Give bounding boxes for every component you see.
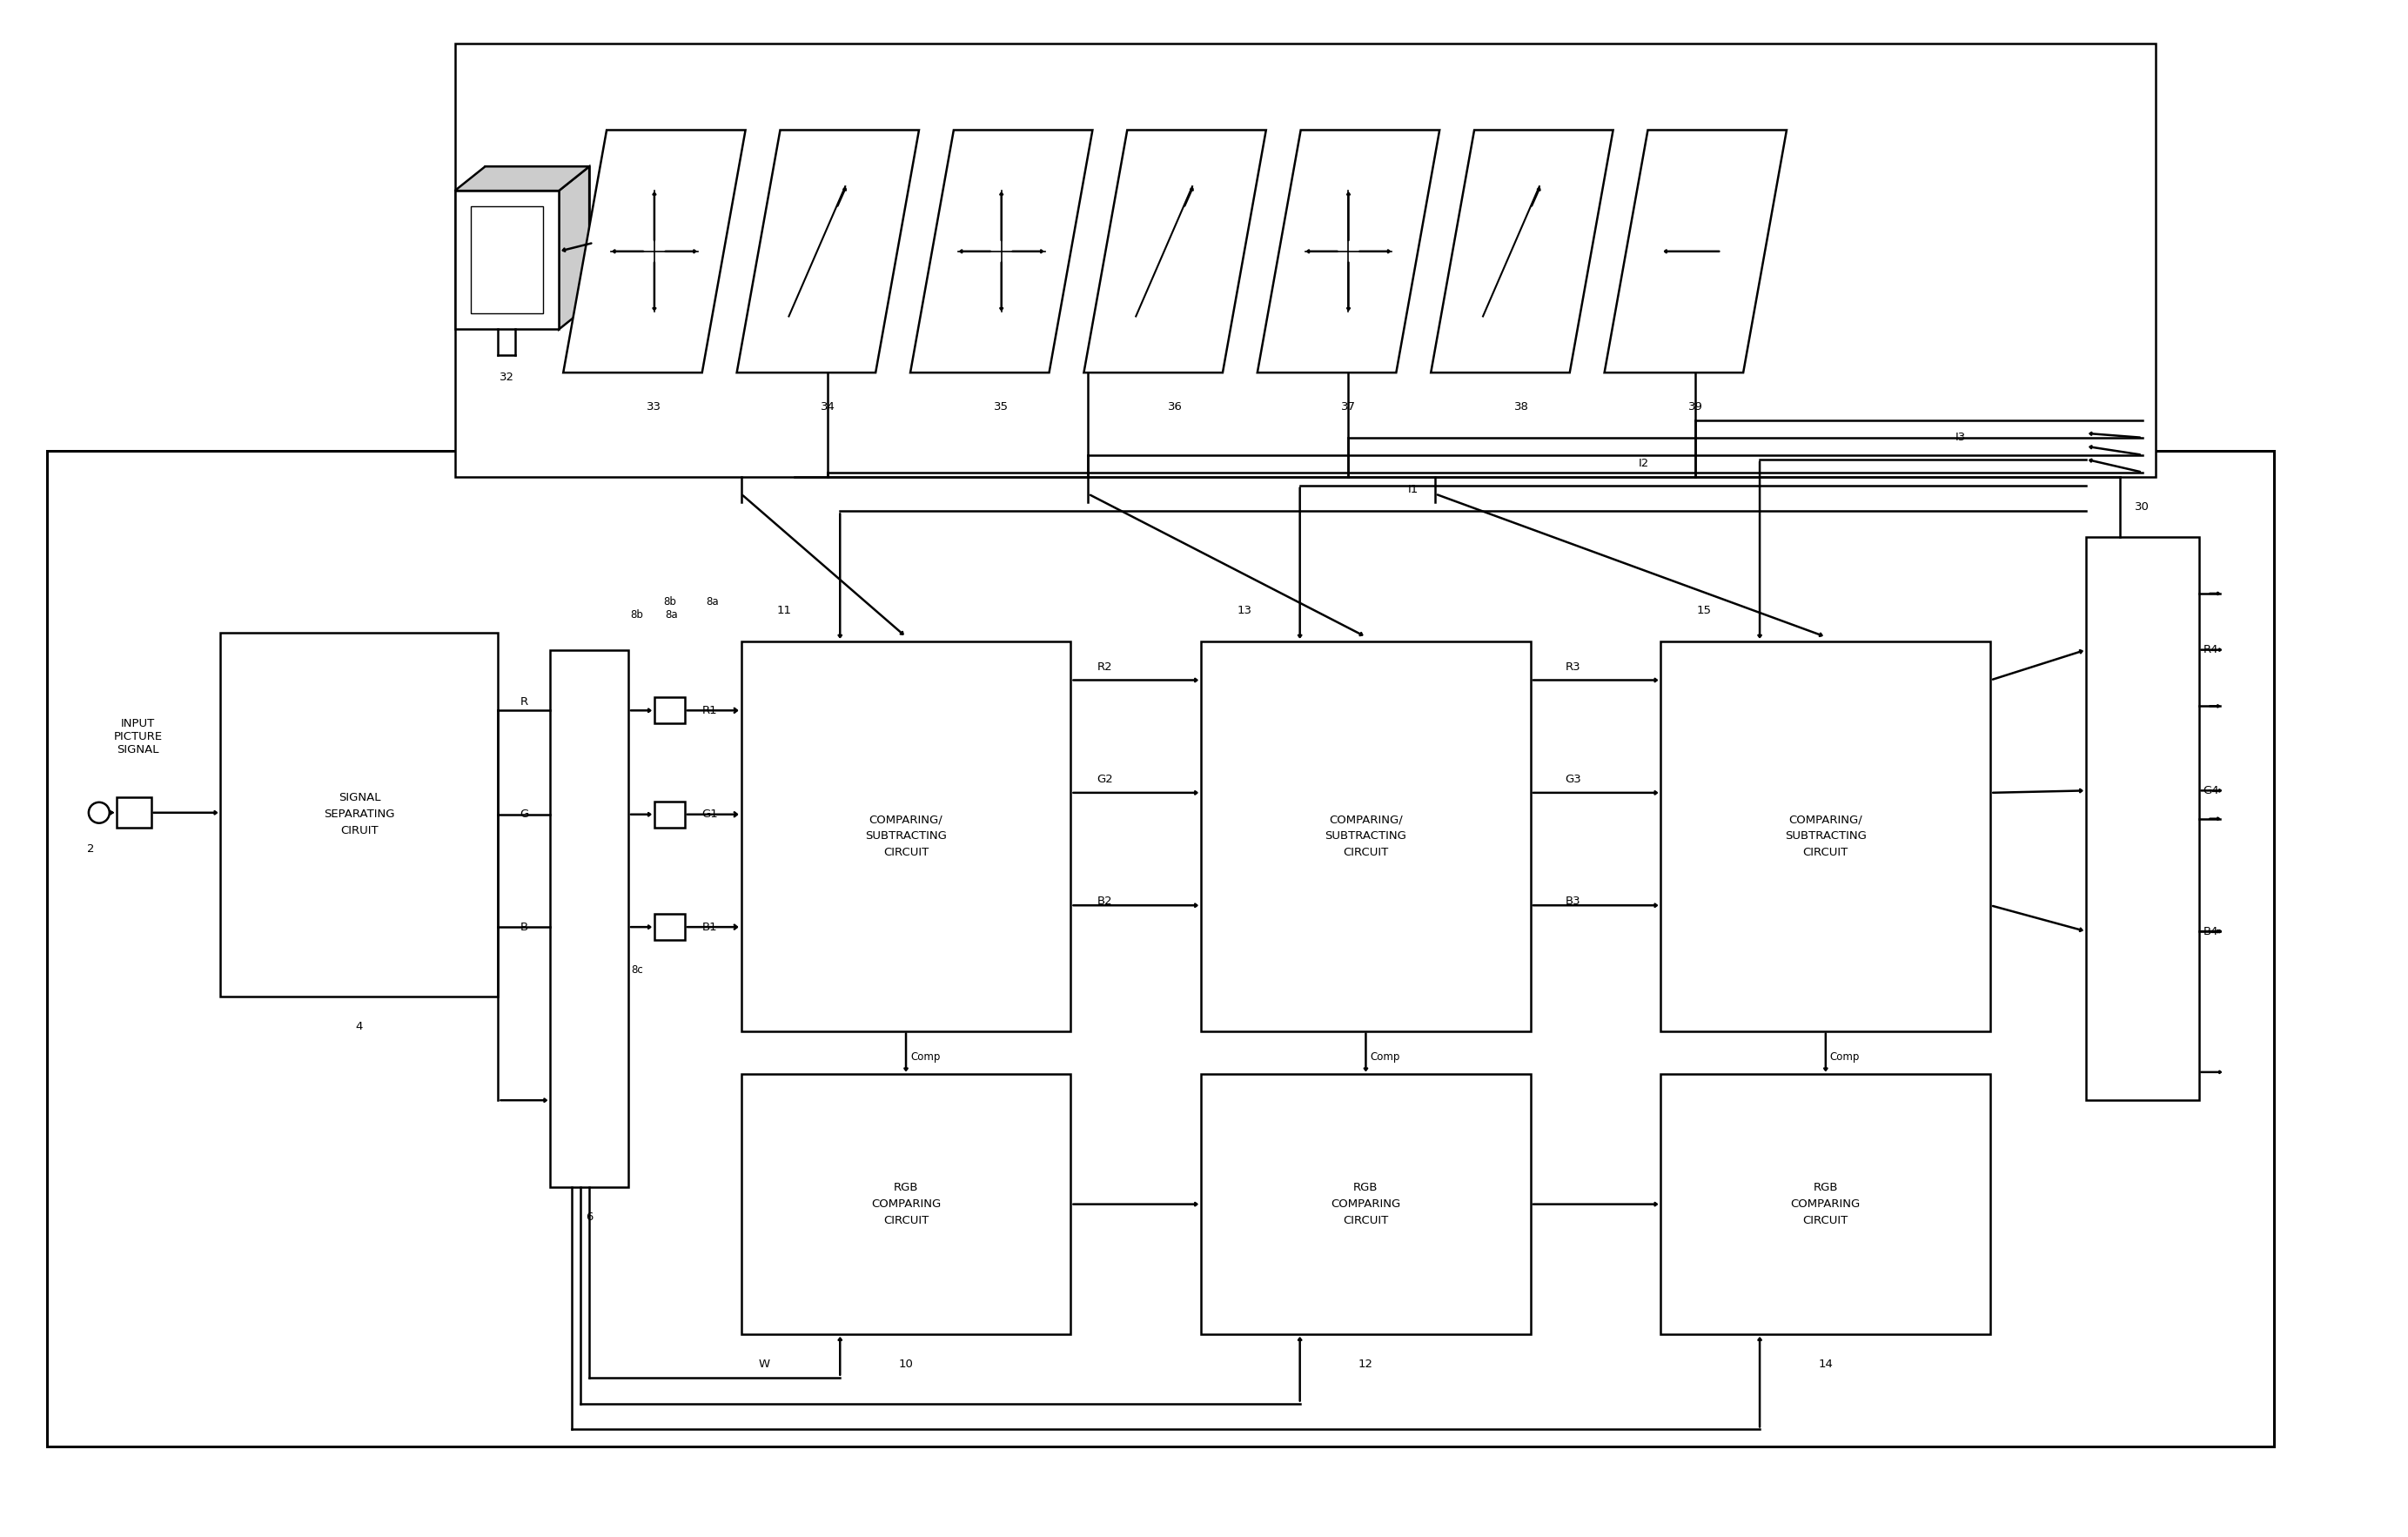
Text: B2: B2 [1098, 896, 1112, 907]
Text: B: B [520, 921, 527, 933]
Bar [116, 798, 152, 827]
Text: RGB
COMPARING
CIRCUIT: RGB COMPARING CIRCUIT [1792, 1182, 1861, 1227]
Text: R4: R4 [2203, 644, 2218, 655]
Bar [455, 43, 2155, 476]
Text: 8b: 8b [631, 610, 643, 621]
Text: Comp: Comp [1370, 1051, 1399, 1062]
Text: 36: 36 [1168, 401, 1182, 413]
Polygon shape [737, 131, 920, 372]
Bar [655, 801, 684, 827]
Bar [551, 650, 628, 1187]
Text: B1: B1 [703, 921, 718, 933]
Text: 8a: 8a [706, 596, 720, 607]
Text: W: W [759, 1359, 771, 1369]
Text: COMPARING/
SUBTRACTING
CIRCUIT: COMPARING/ SUBTRACTING CIRCUIT [1784, 815, 1866, 858]
Bar [1202, 641, 1531, 1031]
Text: 2: 2 [87, 844, 94, 855]
Bar [1202, 1074, 1531, 1334]
Text: 6: 6 [585, 1211, 592, 1223]
Text: I1: I1 [1409, 484, 1418, 495]
Text: RGB
COMPARING
CIRCUIT: RGB COMPARING CIRCUIT [872, 1182, 942, 1227]
Bar [1662, 1074, 1991, 1334]
Text: COMPARING/
SUBTRACTING
CIRCUIT: COMPARING/ SUBTRACTING CIRCUIT [864, 815, 946, 858]
Text: 30: 30 [2136, 501, 2150, 512]
Polygon shape [1084, 131, 1267, 372]
Bar [655, 915, 684, 941]
Text: Comp: Comp [910, 1051, 939, 1062]
Text: 8b: 8b [662, 596, 677, 607]
Text: 34: 34 [821, 401, 836, 413]
Text: R1: R1 [703, 705, 718, 716]
Polygon shape [1604, 131, 1787, 372]
Polygon shape [1430, 131, 1613, 372]
Bar [484, 166, 590, 304]
Text: B3: B3 [1565, 896, 1580, 907]
Text: SIGNAL
SEPARATING
CIRUIT: SIGNAL SEPARATING CIRUIT [325, 792, 395, 836]
Bar [742, 1074, 1072, 1334]
Text: B4: B4 [2203, 925, 2218, 938]
Text: 37: 37 [1341, 401, 1356, 413]
Text: INPUT
PICTURE
SIGNAL: INPUT PICTURE SIGNAL [113, 718, 161, 755]
Text: 32: 32 [498, 372, 515, 383]
Text: 10: 10 [898, 1359, 913, 1369]
Bar [2085, 538, 2199, 1100]
Text: 35: 35 [995, 401, 1009, 413]
Text: G2: G2 [1098, 775, 1112, 785]
Text: G4: G4 [2203, 785, 2220, 796]
Text: I2: I2 [1637, 458, 1649, 469]
Polygon shape [1257, 131, 1440, 372]
Text: 15: 15 [1698, 606, 1712, 616]
Text: R: R [520, 696, 527, 707]
Bar [222, 633, 498, 996]
Polygon shape [559, 166, 590, 329]
Text: I3: I3 [1955, 432, 1965, 443]
Text: Comp: Comp [1830, 1051, 1859, 1062]
Text: G: G [520, 808, 530, 821]
Text: R2: R2 [1098, 661, 1112, 673]
Bar [455, 191, 559, 329]
Polygon shape [563, 131, 746, 372]
Text: 33: 33 [648, 401, 662, 413]
Text: 13: 13 [1238, 606, 1252, 616]
Text: G3: G3 [1565, 775, 1582, 785]
Text: 38: 38 [1515, 401, 1529, 413]
Polygon shape [455, 166, 590, 191]
Bar [1662, 641, 1991, 1031]
Text: RGB
COMPARING
CIRCUIT: RGB COMPARING CIRCUIT [1332, 1182, 1401, 1227]
Text: 39: 39 [1688, 401, 1702, 413]
Bar [470, 206, 544, 314]
Text: 8c: 8c [631, 965, 643, 976]
Text: 4: 4 [356, 1021, 364, 1033]
Text: 14: 14 [1818, 1359, 1832, 1369]
Text: G1: G1 [703, 808, 718, 821]
Bar [48, 450, 2273, 1446]
Text: R3: R3 [1565, 661, 1580, 673]
Polygon shape [910, 131, 1093, 372]
Bar [655, 698, 684, 724]
Text: 12: 12 [1358, 1359, 1373, 1369]
Text: 8a: 8a [665, 610, 679, 621]
Bar [742, 641, 1072, 1031]
Text: COMPARING/
SUBTRACTING
CIRCUIT: COMPARING/ SUBTRACTING CIRCUIT [1324, 815, 1406, 858]
Text: 11: 11 [778, 606, 792, 616]
